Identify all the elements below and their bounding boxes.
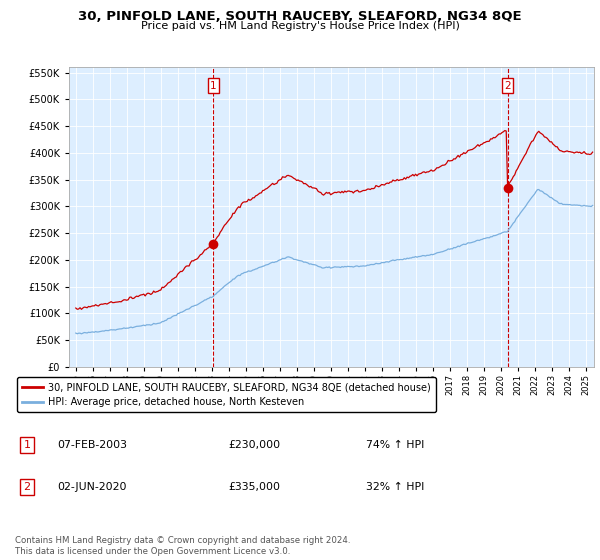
Text: 30, PINFOLD LANE, SOUTH RAUCEBY, SLEAFORD, NG34 8QE: 30, PINFOLD LANE, SOUTH RAUCEBY, SLEAFOR… — [78, 10, 522, 23]
Text: 1: 1 — [210, 81, 217, 91]
Text: 1: 1 — [23, 440, 31, 450]
Text: 2: 2 — [23, 482, 31, 492]
Text: 74% ↑ HPI: 74% ↑ HPI — [366, 440, 424, 450]
Text: £230,000: £230,000 — [228, 440, 280, 450]
Text: £335,000: £335,000 — [228, 482, 280, 492]
Text: 07-FEB-2003: 07-FEB-2003 — [57, 440, 127, 450]
Text: 02-JUN-2020: 02-JUN-2020 — [57, 482, 127, 492]
Text: Contains HM Land Registry data © Crown copyright and database right 2024.
This d: Contains HM Land Registry data © Crown c… — [15, 536, 350, 556]
Text: Price paid vs. HM Land Registry's House Price Index (HPI): Price paid vs. HM Land Registry's House … — [140, 21, 460, 31]
Text: 2: 2 — [505, 81, 511, 91]
Text: 32% ↑ HPI: 32% ↑ HPI — [366, 482, 424, 492]
Legend: 30, PINFOLD LANE, SOUTH RAUCEBY, SLEAFORD, NG34 8QE (detached house), HPI: Avera: 30, PINFOLD LANE, SOUTH RAUCEBY, SLEAFOR… — [17, 377, 436, 412]
